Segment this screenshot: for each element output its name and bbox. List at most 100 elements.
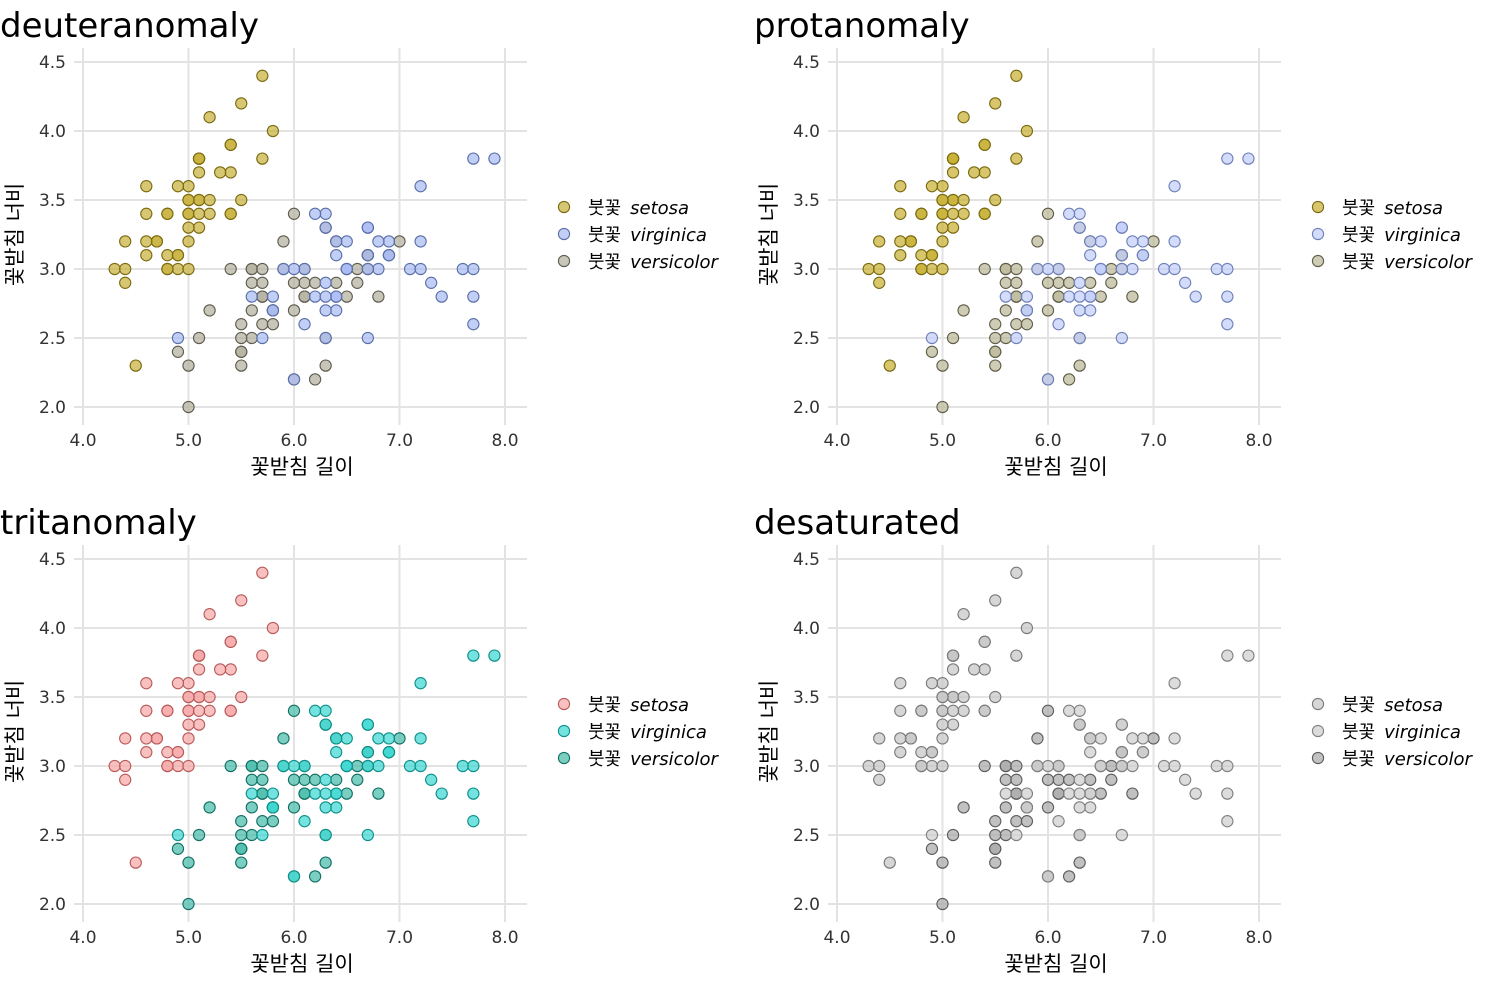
x-tick-label: 7.0 [1140,431,1167,451]
data-point-versicolor [936,897,949,911]
data-point-setosa [171,180,185,193]
data-point-versicolor [171,842,185,855]
y-tick-label: 2.5 [793,826,820,846]
data-point-virginica [467,815,480,828]
data-point-setosa [946,166,960,179]
data-point-versicolor [277,235,290,248]
data-point-virginica [266,787,280,800]
data-point-versicolor [245,276,258,289]
data-point-setosa [161,704,174,717]
data-point-versicolor [351,759,364,773]
data-point-versicolor [1084,276,1097,289]
x-tick-label: 4.0 [69,431,96,451]
data-point-virginica [403,759,417,773]
data-point-versicolor [298,290,311,303]
data-point-versicolor [989,828,1002,842]
points [862,566,1255,911]
data-point-virginica [1221,649,1234,662]
data-point-virginica [1168,262,1181,276]
data-point-virginica [1221,787,1234,800]
data-point-setosa [192,704,206,717]
data-point-setosa [182,193,195,207]
data-point-setosa [936,221,949,234]
legend-prefix: 붓꽃 [588,198,621,219]
data-point-versicolor [1126,787,1139,800]
data-point-setosa [129,856,142,869]
data-point-virginica [330,732,343,745]
data-point-virginica [467,262,480,276]
data-point-virginica [287,373,301,386]
data-point-versicolor [1105,262,1118,276]
data-point-versicolor [1094,787,1107,800]
data-point-setosa [119,235,132,248]
data-point-virginica [1094,732,1107,745]
data-point-setosa [936,759,949,773]
data-point-virginica [1073,828,1086,842]
data-point-virginica [319,801,332,814]
data-point-virginica [1073,787,1086,800]
data-point-versicolor [989,856,1002,869]
data-point-versicolor [989,359,1002,372]
x-tick-label: 8.0 [491,928,518,948]
data-point-setosa [894,180,907,193]
data-point-setosa [235,193,248,207]
data-point-versicolor [245,759,258,773]
data-point-virginica [1221,759,1234,773]
data-point-virginica [1073,801,1086,814]
data-point-setosa [925,677,939,690]
data-point-virginica [999,787,1012,800]
legend-species: setosa [630,695,689,716]
legend-label-setosa: 붓꽃 setosa [1342,695,1443,716]
data-point-versicolor [245,801,258,814]
data-point-setosa [989,97,1002,110]
data-point-setosa [192,207,206,220]
legend-prefix: 붓꽃 [1342,695,1375,716]
data-point-virginica [1094,262,1107,276]
data-point-setosa [915,249,928,262]
data-point-versicolor [245,262,258,276]
y-tick-label: 3.5 [39,191,66,211]
chart-title: protanomaly [754,6,970,46]
legend-marker-versicolor [557,254,571,268]
data-point-versicolor [256,759,269,773]
y-tick-label: 4.0 [39,122,66,142]
legend-species: virginica [1384,225,1461,246]
data-point-virginica [1073,718,1086,731]
data-point-versicolor [936,359,949,372]
data-point-virginica [1020,304,1034,317]
data-point-virginica [1136,746,1150,759]
data-point-setosa [224,207,237,220]
data-point-virginica [1031,759,1044,773]
data-point-setosa [182,718,195,731]
data-point-versicolor [235,359,248,372]
data-point-virginica [1073,221,1086,234]
data-point-setosa [978,166,991,179]
legend-prefix: 붓꽃 [588,225,621,246]
data-point-virginica [1168,732,1181,745]
data-point-setosa [967,166,981,179]
data-point-virginica [361,759,374,773]
data-point-virginica [319,304,332,317]
data-point-versicolor [203,801,216,814]
x-tick-label: 5.0 [929,431,956,451]
data-point-setosa [129,359,142,372]
legend-species: virginica [1384,722,1461,743]
chart-title: deuteranomaly [0,6,259,46]
data-point-versicolor [989,842,1002,855]
legend-prefix: 붓꽃 [588,749,621,770]
legend-species: versicolor [1384,749,1473,770]
data-point-virginica [330,235,343,248]
data-point-versicolor [999,276,1012,289]
data-point-setosa [925,249,939,262]
data-point-setosa [894,704,907,717]
data-point-setosa [161,207,174,220]
legend-prefix: 붓꽃 [1342,749,1375,770]
data-point-versicolor [1010,262,1023,276]
data-point-virginica [1073,207,1086,220]
legend-label-virginica: 붓꽃 virginica [588,722,707,743]
data-point-setosa [182,207,195,220]
data-point-setosa [140,704,153,717]
data-point-virginica [372,759,385,773]
data-point-virginica [1084,249,1097,262]
data-point-virginica [372,732,385,745]
